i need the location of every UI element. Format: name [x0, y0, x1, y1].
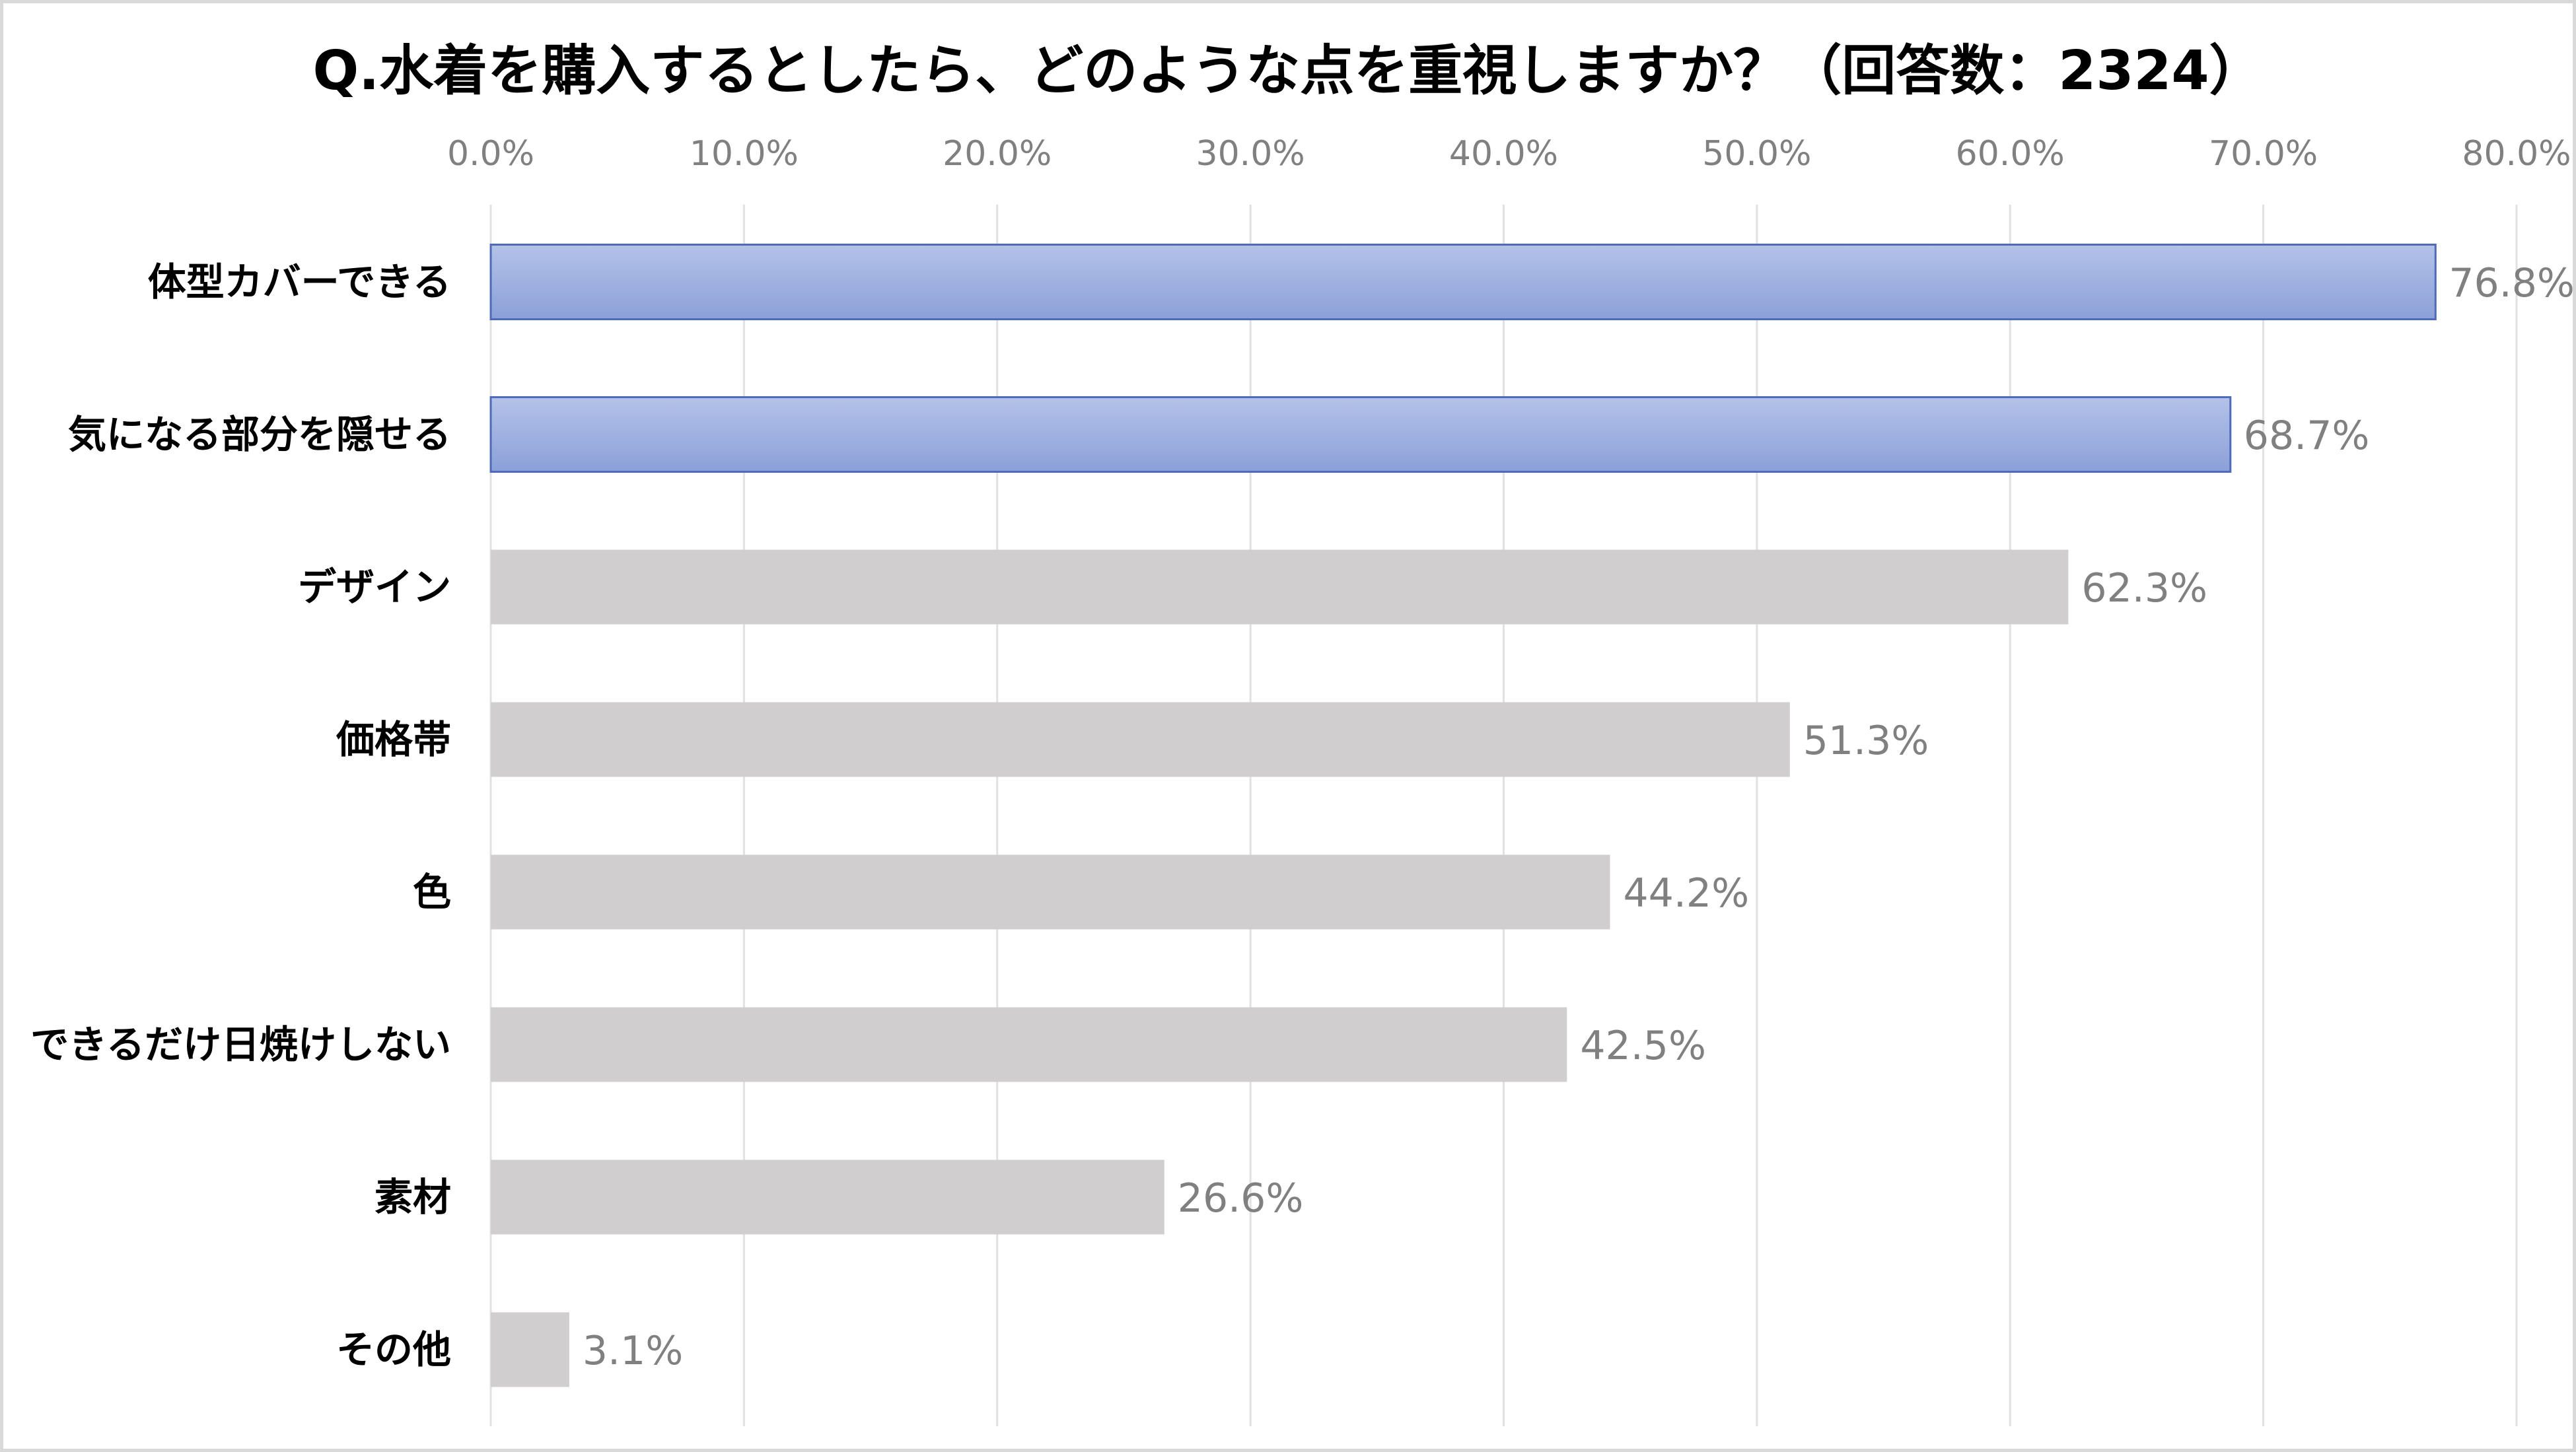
data-label: 68.7% — [2244, 413, 2370, 459]
category-label: 価格帯 — [336, 717, 451, 762]
data-label: 3.1% — [583, 1328, 683, 1374]
category-label: 気になる部分を隠せる — [68, 412, 451, 457]
x-tick-label: 50.0% — [1702, 134, 1811, 174]
x-tick-label: 60.0% — [1956, 134, 2065, 174]
x-tick-label: 70.0% — [2209, 134, 2318, 174]
gridlines — [489, 205, 2518, 1426]
data-label: 26.6% — [1178, 1175, 1304, 1222]
value-labels: 76.8% 68.7% 62.3% 51.3% 44.2% 42.5% 26.6% 3.1% — [583, 260, 2575, 1374]
category-labels: 体型カバーできる気になる部分を隠せるデザイン価格帯色できるだけ日焼けしない素材そ… — [30, 259, 451, 1372]
x-tick-label: 40.0% — [1449, 134, 1558, 174]
category-label: 素材 — [375, 1175, 451, 1220]
category-label: デザイン — [298, 565, 451, 609]
x-tick-label: 0.0% — [447, 134, 534, 174]
x-tick-label: 30.0% — [1196, 134, 1305, 174]
category-label: できるだけ日焼けしない — [30, 1022, 451, 1067]
x-axis-ticks: 0.0% 10.0% 20.0% 30.0% 40.0% 50.0% 60.0% 70.0% 8… — [447, 134, 2571, 174]
data-label: 42.5% — [1580, 1023, 1706, 1069]
bar — [491, 702, 1790, 777]
bar — [491, 1007, 1567, 1082]
chart-title: Q.水着を購入するとしたら、どのような点を重視しますか？（回答数：2324） — [312, 40, 2264, 102]
bars — [489, 244, 2437, 1387]
bar — [491, 1312, 569, 1387]
bar — [491, 1159, 1164, 1235]
category-label: 体型カバーできる — [148, 259, 451, 304]
x-tick-label: 80.0% — [2462, 134, 2571, 174]
data-label: 62.3% — [2081, 565, 2207, 611]
category-label: その他 — [336, 1327, 451, 1372]
bar — [491, 854, 1610, 930]
bar — [489, 244, 2437, 320]
bar — [489, 396, 2232, 473]
data-label: 51.3% — [1803, 718, 1929, 764]
x-tick-label: 20.0% — [943, 134, 1052, 174]
bar — [491, 549, 2069, 625]
x-tick-label: 10.0% — [690, 134, 799, 174]
data-label: 76.8% — [2449, 260, 2575, 306]
data-label: 44.2% — [1624, 870, 1750, 916]
category-label: 色 — [413, 870, 451, 915]
